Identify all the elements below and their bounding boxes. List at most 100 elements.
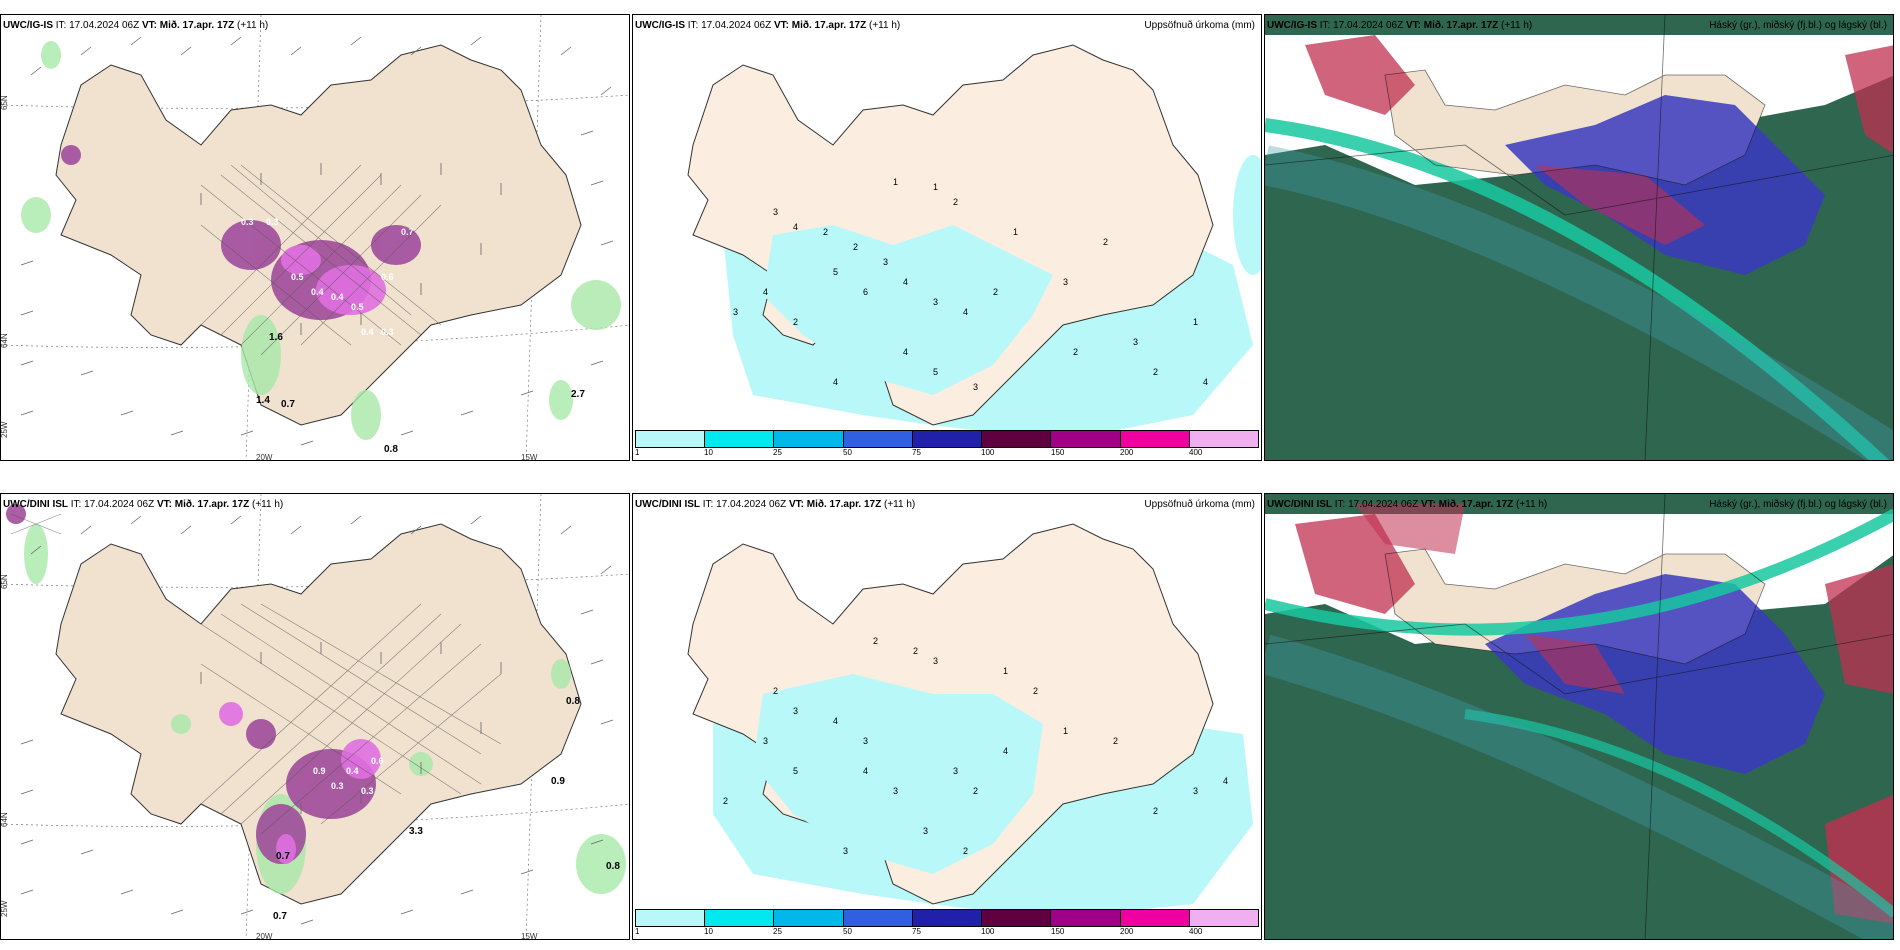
svg-text:4: 4 <box>963 307 968 317</box>
colorbar-swatch <box>705 431 775 447</box>
svg-text:3: 3 <box>1133 337 1138 347</box>
svg-text:0.9: 0.9 <box>551 776 565 787</box>
svg-text:0.4: 0.4 <box>346 766 359 776</box>
svg-text:0.8: 0.8 <box>606 861 620 872</box>
colorbar-swatch <box>1189 431 1258 447</box>
svg-text:15W: 15W <box>521 932 538 940</box>
svg-text:2: 2 <box>773 686 778 696</box>
svg-text:2: 2 <box>823 227 828 237</box>
svg-text:0.8: 0.8 <box>384 444 398 455</box>
svg-text:0.3: 0.3 <box>331 781 344 791</box>
colorbar-swatch <box>843 910 913 926</box>
svg-text:2: 2 <box>873 636 878 646</box>
svg-text:4: 4 <box>833 377 838 387</box>
svg-text:3: 3 <box>933 656 938 666</box>
svg-text:4: 4 <box>833 716 838 726</box>
colorbar-labels: 1 10 25 50 75 100 150 200 400 <box>635 927 1203 936</box>
svg-text:64N: 64N <box>1 812 9 827</box>
wind-precip-map: 0.9 0.3 0.4 0.3 0.6 0.8 0.9 0.7 0.8 0.7 … <box>1 494 629 940</box>
panel-precip-bottom: UWC/DINI ISL IT: 17.04.2024 06Z VT: Mið.… <box>632 493 1262 940</box>
panel-header: UWC/IG-IS IT: 17.04.2024 06Z VT: Mið. 17… <box>635 20 901 31</box>
svg-text:4: 4 <box>1223 776 1228 786</box>
svg-text:64N: 64N <box>1 333 9 348</box>
panel-precip-top: UWC/IG-IS IT: 17.04.2024 06Z VT: Mið. 17… <box>632 14 1262 461</box>
svg-text:65N: 65N <box>1 95 9 110</box>
colorbar-swatch <box>1120 431 1190 447</box>
svg-text:25W: 25W <box>1 421 9 438</box>
cloud-cover-map <box>1265 494 1893 939</box>
svg-text:2: 2 <box>853 242 858 252</box>
wind-value-labels: 0.3 0.3 0.5 0.4 0.4 0.5 0.6 0.4 0.3 0.7 … <box>241 217 585 455</box>
svg-text:4: 4 <box>903 277 908 287</box>
svg-text:1: 1 <box>1013 227 1018 237</box>
svg-text:3.3: 3.3 <box>409 826 423 837</box>
wind-value-labels: 0.9 0.3 0.4 0.3 0.6 0.8 0.9 0.7 0.8 0.7 … <box>273 696 620 922</box>
svg-text:2: 2 <box>993 287 998 297</box>
svg-text:4: 4 <box>863 766 868 776</box>
colorbar-swatch <box>1051 431 1121 447</box>
svg-text:25W: 25W <box>1 900 9 917</box>
svg-text:0.7: 0.7 <box>401 227 414 237</box>
panel-header: UWC/DINI ISL IT: 17.04.2024 06Z VT: Mið.… <box>3 499 284 510</box>
svg-text:2: 2 <box>1153 367 1158 377</box>
svg-text:3: 3 <box>893 786 898 796</box>
precip-map: 2 2 3 2 3 4 3 3 5 4 3 2 3 2 4 1 2 1 2 2 … <box>687 523 1253 914</box>
svg-text:3: 3 <box>863 736 868 746</box>
colorbar-swatch <box>636 431 706 447</box>
precip-map: 1 1 2 3 4 2 2 3 4 5 6 4 3 2 3 4 2 1 4 5 … <box>687 44 1261 435</box>
svg-text:1.4: 1.4 <box>256 395 270 406</box>
precip-values: 2 2 3 2 3 4 3 3 5 4 3 2 3 2 4 1 2 1 2 2 … <box>723 636 1228 856</box>
svg-text:3: 3 <box>1063 277 1068 287</box>
svg-text:1.6: 1.6 <box>269 332 283 343</box>
svg-text:1: 1 <box>893 177 898 187</box>
svg-text:15W: 15W <box>521 453 538 461</box>
panel-header: UWC/DINI ISL IT: 17.04.2024 06Z VT: Mið.… <box>1267 499 1548 510</box>
colorbar-swatch <box>982 431 1052 447</box>
svg-text:2: 2 <box>953 197 958 207</box>
cloud-cover-map <box>1265 15 1893 460</box>
svg-text:0.9: 0.9 <box>313 766 326 776</box>
svg-text:0.3: 0.3 <box>266 217 279 227</box>
svg-text:0.4: 0.4 <box>331 292 344 302</box>
precip-colorbar <box>635 909 1259 927</box>
svg-text:2: 2 <box>913 646 918 656</box>
panel-wind-bottom: UWC/DINI ISL IT: 17.04.2024 06Z VT: Mið.… <box>0 493 630 940</box>
svg-text:0.4: 0.4 <box>311 287 324 297</box>
svg-text:0.5: 0.5 <box>291 272 304 282</box>
svg-text:1: 1 <box>933 182 938 192</box>
svg-text:4: 4 <box>763 287 768 297</box>
svg-text:2: 2 <box>1153 806 1158 816</box>
panel-clouds-top: UWC/IG-IS IT: 17.04.2024 06Z VT: Mið. 17… <box>1264 14 1894 461</box>
svg-text:0.6: 0.6 <box>371 756 384 766</box>
panel-title: Uppsöfnuð úrkoma (mm) <box>1144 499 1255 510</box>
svg-text:3: 3 <box>763 736 768 746</box>
svg-text:5: 5 <box>793 766 798 776</box>
panel-header: UWC/IG-IS IT: 17.04.2024 06Z VT: Mið. 17… <box>3 20 269 31</box>
svg-text:20W: 20W <box>256 453 273 461</box>
svg-text:0.8: 0.8 <box>566 696 580 707</box>
panel-title: Háský (gr.), miðský (fj.bl.) og lágský (… <box>1709 499 1887 510</box>
svg-text:0.6: 0.6 <box>381 272 394 282</box>
colorbar-swatch <box>982 910 1052 926</box>
svg-text:3: 3 <box>933 297 938 307</box>
svg-text:1: 1 <box>1193 317 1198 327</box>
colorbar-swatch <box>705 910 775 926</box>
svg-text:4: 4 <box>903 347 908 357</box>
svg-text:0.7: 0.7 <box>273 911 287 922</box>
panel-title: Háský (gr.), miðský (fj.bl.) og lágský (… <box>1709 20 1887 31</box>
colorbar-swatch <box>774 431 844 447</box>
svg-text:0.5: 0.5 <box>351 302 364 312</box>
iceland-landmass <box>55 44 582 426</box>
colorbar-swatch <box>1120 910 1190 926</box>
svg-text:2: 2 <box>1103 237 1108 247</box>
panel-wind-top: UWC/IG-IS IT: 17.04.2024 06Z VT: Mið. 17… <box>0 14 630 461</box>
svg-text:6: 6 <box>863 287 868 297</box>
svg-text:2: 2 <box>963 846 968 856</box>
svg-text:0.3: 0.3 <box>381 327 394 337</box>
svg-text:3: 3 <box>923 826 928 836</box>
colorbar-swatch <box>774 910 844 926</box>
colorbar-swatch <box>1051 910 1121 926</box>
precip-colorbar <box>635 430 1259 448</box>
panel-header: UWC/DINI ISL IT: 17.04.2024 06Z VT: Mið.… <box>635 499 916 510</box>
svg-text:4: 4 <box>1203 377 1208 387</box>
